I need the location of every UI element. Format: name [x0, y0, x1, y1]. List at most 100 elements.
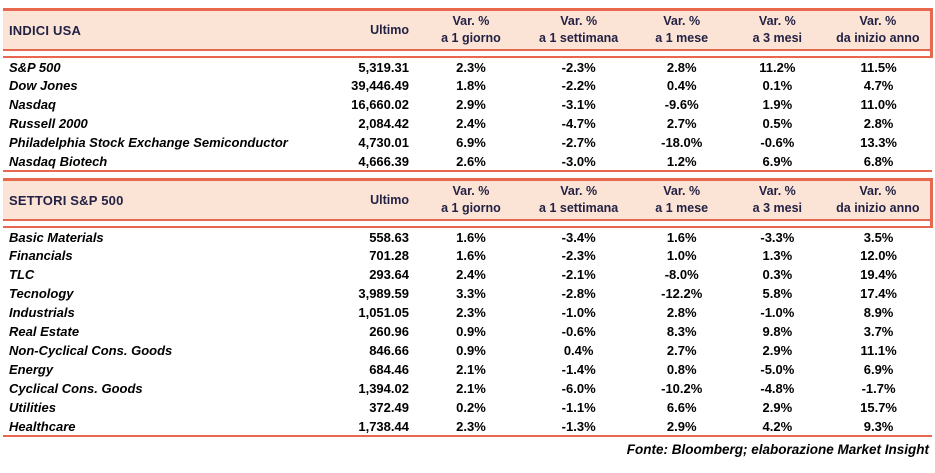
var-value-cell-5: 13.3% [860, 135, 897, 150]
column-header-var-2: Var. % a 1 settimana [522, 178, 635, 220]
row-label-cell: Basic Materials [9, 229, 104, 245]
var-value-cell-3: 1.2% [634, 152, 730, 172]
header-row: SETTORI S&P 500 Ultimo Var. % a 1 giorno Var… [3, 178, 933, 220]
var-value-cell-3: 0.8% [666, 362, 697, 377]
ultimo-value-cell: 293.64 [369, 267, 409, 282]
table-row: Non-Cyclical Cons. Goods 846.66 0.9% 0.4% 2.… [3, 341, 932, 360]
var-value-cell-2: -2.3% [561, 248, 596, 263]
var-value-cell-5: 15.7% [860, 400, 897, 415]
row-label-cell: Russell 2000 [9, 116, 88, 131]
var-value-cell-5: 3.5% [863, 229, 894, 245]
row-label-cell: Nasdaq [9, 97, 56, 112]
var-period-label: a 1 giorno [441, 31, 501, 45]
header-row: INDICI USA Ultimo Var. % a 1 giorno Var. % a … [3, 8, 933, 50]
var-value-cell-5: 12.0% [860, 248, 897, 263]
var-period-label: a 3 mesi [752, 31, 803, 45]
ultimo-value-cell: 3,989.59 [358, 286, 409, 301]
var-period-label: a 1 settimana [539, 201, 619, 215]
var-value-cell-3: 6.6% [666, 400, 697, 415]
var-prefix-label: Var. % [663, 184, 701, 198]
row-label-cell: Non-Cyclical Cons. Goods [9, 343, 173, 358]
table-row: Dow Jones 39,446.49 1.8% -2.2% 0.4% 0.1% 4.7% [3, 76, 932, 95]
var-value-cell-4: 1.3% [762, 248, 793, 263]
column-header-var-1: Var. % a 1 giorno [418, 8, 523, 50]
var-value-cell-1: 0.2% [456, 400, 486, 415]
var-value-cell-3: -12.2% [661, 286, 703, 301]
ultimo-value-cell: 684.46 [369, 362, 409, 377]
var-value-cell-3: 2.7% [666, 116, 697, 131]
double-rule-cell [3, 219, 933, 228]
var-value-cell-3: -10.2% [661, 381, 703, 396]
row-label-cell: Tecnology [9, 286, 74, 301]
var-value-cell-2: -1.0% [561, 305, 596, 320]
var-value-cell-3: -9.6% [664, 97, 699, 112]
var-value-cell-4: 2.9% [762, 343, 793, 358]
var-value-cell-2: 0.4% [563, 343, 594, 358]
var-value-cell-2: -1.1% [561, 400, 596, 415]
row-label-cell: S&P 500 [9, 59, 61, 75]
var-value-cell-2: -2.2% [561, 78, 596, 93]
var-value-cell-4: -5.0% [760, 362, 795, 377]
var-value-cell-1: 2.4% [456, 116, 486, 131]
double-rule-cell [3, 49, 933, 58]
section-title: SETTORI S&P 500 [3, 178, 321, 220]
var-value-cell-4: 9.8% [762, 324, 793, 339]
var-prefix-label: Var. % [859, 14, 897, 28]
var-value-cell-2: -2.8% [561, 286, 596, 301]
table-row: Utilities 372.49 0.2% -1.1% 6.6% 2.9% 15.7% [3, 398, 932, 417]
table-row: Philadelphia Stock Exchange Semiconducto… [3, 133, 932, 152]
var-value-cell-1: 2.4% [456, 267, 486, 282]
column-header-var-3: Var. % a 1 mese [634, 8, 730, 50]
table-row: Cyclical Cons. Goods 1,394.02 2.1% -6.0% -10… [3, 379, 932, 398]
var-value-cell-4: 0.5% [762, 116, 793, 131]
ultimo-value-cell: 372.49 [369, 400, 409, 415]
var-prefix-label: Var. % [560, 184, 598, 198]
var-prefix-label: Var. % [452, 184, 490, 198]
table-row: Financials 701.28 1.6% -2.3% 1.0% 1.3% 12.0% [3, 246, 932, 265]
var-value-cell-4: -0.6% [760, 135, 795, 150]
ultimo-value-cell: 4,666.39 [320, 152, 419, 172]
var-value-cell-3: 2.9% [634, 417, 730, 437]
var-value-cell-1: 0.9% [456, 343, 486, 358]
var-value-cell-4: 2.9% [762, 400, 793, 415]
var-value-cell-1: 0.9% [456, 324, 486, 339]
var-value-cell-2: -4.7% [561, 116, 596, 131]
var-value-cell-1: 6.9% [456, 135, 486, 150]
table-row: TLC 293.64 2.4% -2.1% -8.0% 0.3% 19.4% [3, 265, 932, 284]
row-label-cell: Financials [9, 248, 73, 263]
var-value-cell-3: 2.8% [666, 305, 697, 320]
column-header-ultimo: Ultimo [320, 178, 419, 220]
var-value-cell-2: -0.6% [561, 324, 596, 339]
var-value-cell-3: 8.3% [666, 324, 697, 339]
table-row: Real Estate 260.96 0.9% -0.6% 8.3% 9.8% 3.7% [3, 322, 932, 341]
table-row: Energy 684.46 2.1% -1.4% 0.8% -5.0% 6.9% [3, 360, 932, 379]
ultimo-value-cell: 260.96 [369, 324, 409, 339]
var-prefix-label: Var. % [663, 14, 701, 28]
table-row: Industrials 1,051.05 2.3% -1.0% 2.8% -1.0% 8.9… [3, 303, 932, 322]
column-header-var-3: Var. % a 1 mese [634, 178, 730, 220]
var-value-cell-5: 4.7% [863, 78, 894, 93]
var-value-cell-2: -2.3% [561, 59, 596, 75]
ultimo-value-cell: 39,446.49 [351, 78, 409, 93]
var-prefix-label: Var. % [560, 14, 598, 28]
var-period-label: a 1 mese [655, 201, 709, 215]
table-row: Nasdaq Biotech 4,666.39 2.6% -3.0% 1.2% 6.9% 6… [3, 152, 932, 172]
var-value-cell-3: -8.0% [664, 267, 699, 282]
var-value-cell-4: -4.8% [760, 381, 795, 396]
var-value-cell-5: 11.0% [860, 97, 897, 112]
column-header-var-5: Var. % da inizio anno [825, 178, 933, 220]
var-period-label: a 1 giorno [441, 201, 501, 215]
header-double-rule [3, 219, 933, 228]
column-header-var-4: Var. % a 3 mesi [729, 178, 826, 220]
var-value-cell-5: -1.7% [861, 381, 896, 396]
var-period-label: a 1 settimana [539, 31, 619, 45]
var-value-cell-2: -2.7% [561, 135, 596, 150]
column-header-var-2: Var. % a 1 settimana [522, 8, 635, 50]
var-value-cell-4: -3.3% [760, 229, 795, 245]
var-prefix-label: Var. % [452, 14, 490, 28]
table-row: Russell 2000 2,084.42 2.4% -4.7% 2.7% 0.5% 2.8… [3, 114, 932, 133]
var-value-cell-1: 2.3% [456, 59, 486, 75]
column-header-ultimo: Ultimo [320, 8, 419, 50]
column-header-var-1: Var. % a 1 giorno [418, 178, 523, 220]
